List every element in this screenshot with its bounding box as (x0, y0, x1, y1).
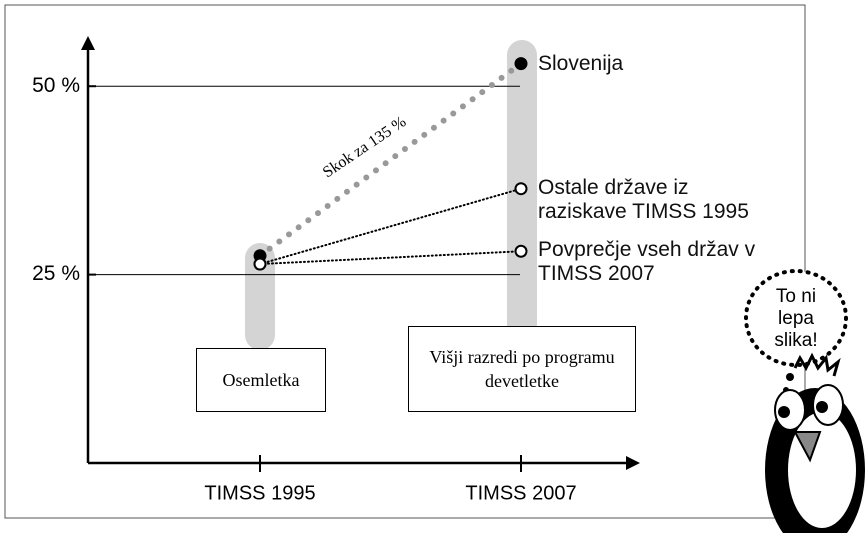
speech-bubble-text: To ni lepa slika! (757, 286, 835, 352)
series-label: Slovenija (538, 52, 738, 76)
point (516, 246, 527, 257)
x-tick-label: TIMSS 2007 (465, 482, 576, 504)
point (255, 259, 266, 270)
point (516, 58, 527, 69)
y-tick-label: 25 % (32, 262, 80, 285)
annotation-box: Osemletka (196, 348, 326, 412)
annotation-box: Višji razredi po programu devetletke (408, 326, 636, 412)
series-label: Ostale države iz raziskave TIMSS 1995 (538, 176, 770, 224)
page: Skok za 135 % 25 % 50 % TIMSS 1995 TIMSS 20… (0, 0, 865, 533)
x-tick-label: TIMSS 1995 (204, 482, 315, 504)
point (516, 183, 527, 194)
series-label: Povprečje vseh držav v TIMSS 2007 (538, 238, 770, 286)
plot (255, 58, 527, 269)
y-tick-label: 50 % (32, 74, 80, 97)
x-axis-arrow (626, 456, 640, 470)
y-axis-arrow (81, 36, 95, 50)
annotation: Skok za 135 % (320, 113, 409, 181)
